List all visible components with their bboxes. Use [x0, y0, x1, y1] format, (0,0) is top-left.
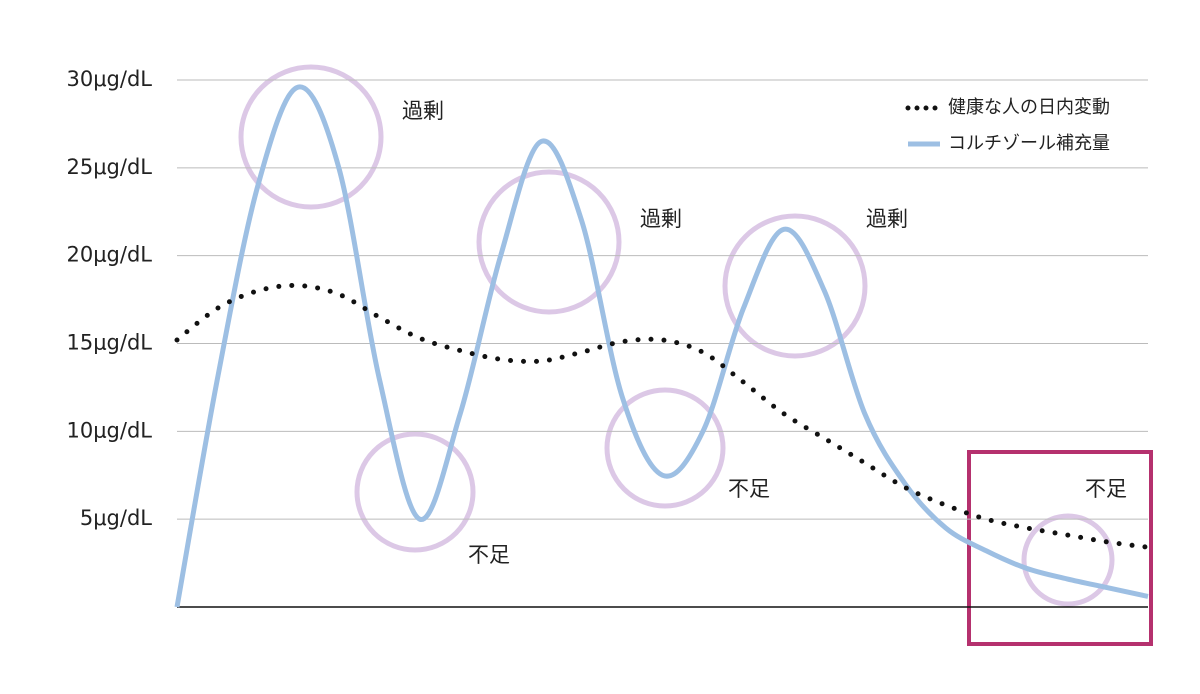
series-line [174, 282, 1151, 550]
annotation: 不足 [728, 477, 770, 501]
y-tick-label: 15μg/dL [66, 331, 152, 355]
annotation: 不足 [468, 543, 510, 567]
y-tick-label: 10μg/dL [66, 418, 152, 442]
legend-label: コルチゾール補充量 [948, 133, 1110, 154]
y-tick-label: 25μg/dL [66, 155, 152, 179]
annotation: 過剰 [866, 207, 908, 231]
annotation: 不足 [1085, 477, 1127, 501]
y-tick-label: 30μg/dL [66, 67, 152, 91]
y-tick-label: 20μg/dL [66, 243, 152, 267]
highlight-circles [238, 64, 1115, 607]
highlight-box [967, 450, 1153, 646]
annotation: 過剰 [640, 207, 682, 231]
series-line [174, 84, 1149, 608]
legend-label: 健康な人の日内変動 [948, 97, 1110, 118]
y-tick-label: 5μg/dL [80, 506, 152, 530]
annotation: 過剰 [402, 99, 444, 123]
